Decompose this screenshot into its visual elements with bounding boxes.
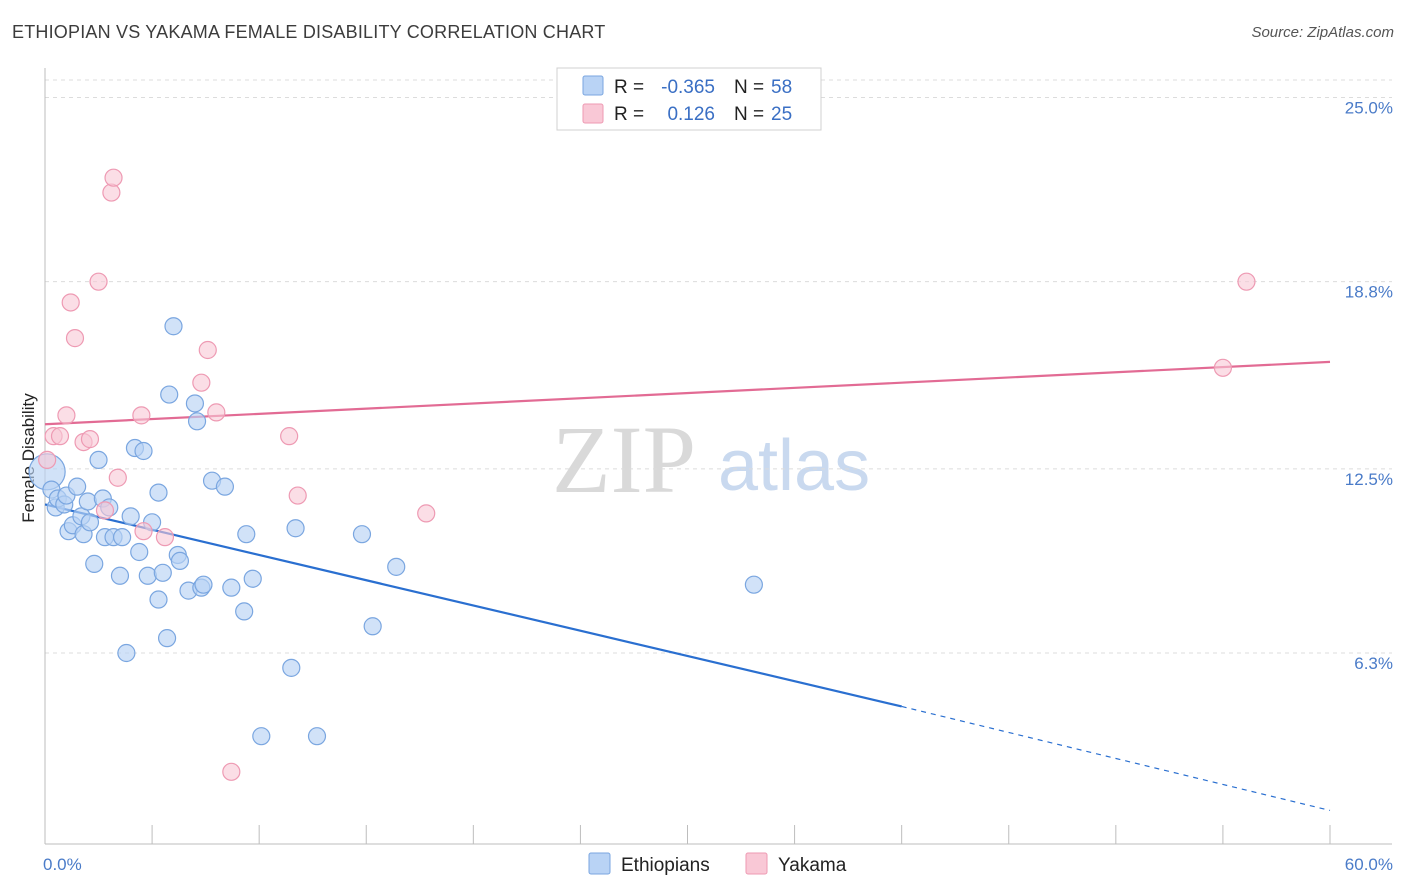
ethiopians-point [170,551,190,571]
yakama-point [417,504,436,523]
yakama-point [108,468,127,487]
ethiopians-point [744,575,763,594]
x-tick-label-min: 0.0% [43,855,82,874]
ethiopians-point [153,563,172,582]
ethiopians-point [194,575,213,594]
yakama-point [222,762,241,781]
ethiopians-point [112,528,132,547]
ethiopians-point [89,450,108,470]
ethiopians-point [160,385,179,404]
gridlines [45,79,1392,654]
source-label: Source: ZipAtlas.com [1251,24,1394,41]
ethiopians-point [138,566,157,585]
ethiopians-point [157,629,177,648]
legend-swatch-ethiopians [582,75,604,96]
ethiopians-points [28,317,763,746]
watermark: ZIP atlas [552,406,870,513]
ethiopians-point [80,513,100,532]
ethiopians-point [222,578,241,597]
y-tick-label: 6.3% [1354,654,1393,673]
ethiopians-point [85,554,104,573]
legend-swatch-yakama [582,103,604,124]
legend-r-label-ethiopians: R = [614,77,644,98]
ethiopians-point [164,317,183,336]
ethiopians-point [363,617,382,636]
ethiopians-point [243,569,262,588]
correlation-legend: R = -0.365 N = 58 R = 0.126 N = 25 [556,67,822,131]
ethiopians-point [68,477,87,496]
y-tick-label: 12.5% [1345,470,1393,489]
yakama-trend-line [44,360,1331,426]
yakama-point [1237,272,1256,291]
yakama-point [1213,358,1233,377]
yakama-points [38,168,1256,781]
watermark-zip: ZIP [552,406,696,513]
legend-r-value-ethiopians: -0.365 [661,77,715,98]
x-tick-label-max: 60.0% [1345,855,1393,874]
ethiopians-point [282,658,301,677]
ethiopians-point [252,727,271,746]
ethiopians-point [286,519,305,538]
ethiopians-point [352,525,372,544]
legend-n-value-ethiopians: 58 [771,77,792,98]
ethiopians-point [149,590,168,609]
ethiopians-point [149,483,168,502]
ethiopians-trend-line-extension [901,705,1331,812]
yakama-point [102,183,121,202]
yakama-point [192,373,211,392]
ethiopians-point [185,394,205,413]
yakama-point [198,340,217,360]
x-tick-labels: 0.0% 60.0% [43,855,1393,874]
series-legend-swatch-ethiopians [588,852,611,875]
y-tick-label: 18.8% [1345,283,1393,302]
series-legend-label-ethiopians: Ethiopians [621,855,710,876]
yakama-point [61,293,80,312]
ethiopians-point [78,492,97,511]
yakama-point [155,528,175,547]
ethiopians-point [121,507,140,526]
yakama-point [207,403,226,422]
ethiopians-trend-line [44,503,902,708]
yakama-point [134,522,153,541]
yakama-point [280,427,299,446]
yakama-point [38,450,57,470]
yakama-point [80,430,100,449]
ethiopians-point [215,477,234,496]
ethiopians-point [134,441,153,461]
watermark-atlas: atlas [718,426,870,506]
legend-n-label-ethiopians: N = [734,77,764,98]
legend-n-value-yakama: 25 [771,104,792,125]
ethiopians-point [187,412,207,431]
y-tick-labels: 6.3% 12.5% 18.8% 25.0% [1345,99,1393,674]
yakama-point [57,406,76,425]
trend-lines [44,360,1331,812]
yakama-point [95,501,115,520]
legend-r-label-yakama: R = [614,104,644,125]
yakama-point [89,272,108,291]
ethiopians-point [117,643,136,663]
yakama-point [104,168,123,187]
series-legend: Ethiopians Yakama [588,852,847,876]
ethiopians-point [387,557,406,576]
yakama-point [65,329,85,348]
ethiopians-point [237,525,256,544]
chart-title: ETHIOPIAN VS YAKAMA FEMALE DISABILITY CO… [12,22,606,42]
ethiopians-point [307,727,327,746]
yakama-point [50,427,70,446]
legend-n-label-yakama: N = [734,104,764,125]
ethiopians-point [130,542,149,562]
yakama-point [132,406,151,425]
ethiopians-point [235,602,254,621]
legend-r-value-yakama: 0.126 [667,104,715,125]
series-legend-label-yakama: Yakama [778,855,847,876]
yakama-point [288,486,307,505]
series-legend-swatch-yakama [745,852,768,875]
y-tick-label: 25.0% [1345,99,1393,118]
ethiopians-point [110,566,130,585]
y-axis-title: Female Disability [19,393,38,523]
